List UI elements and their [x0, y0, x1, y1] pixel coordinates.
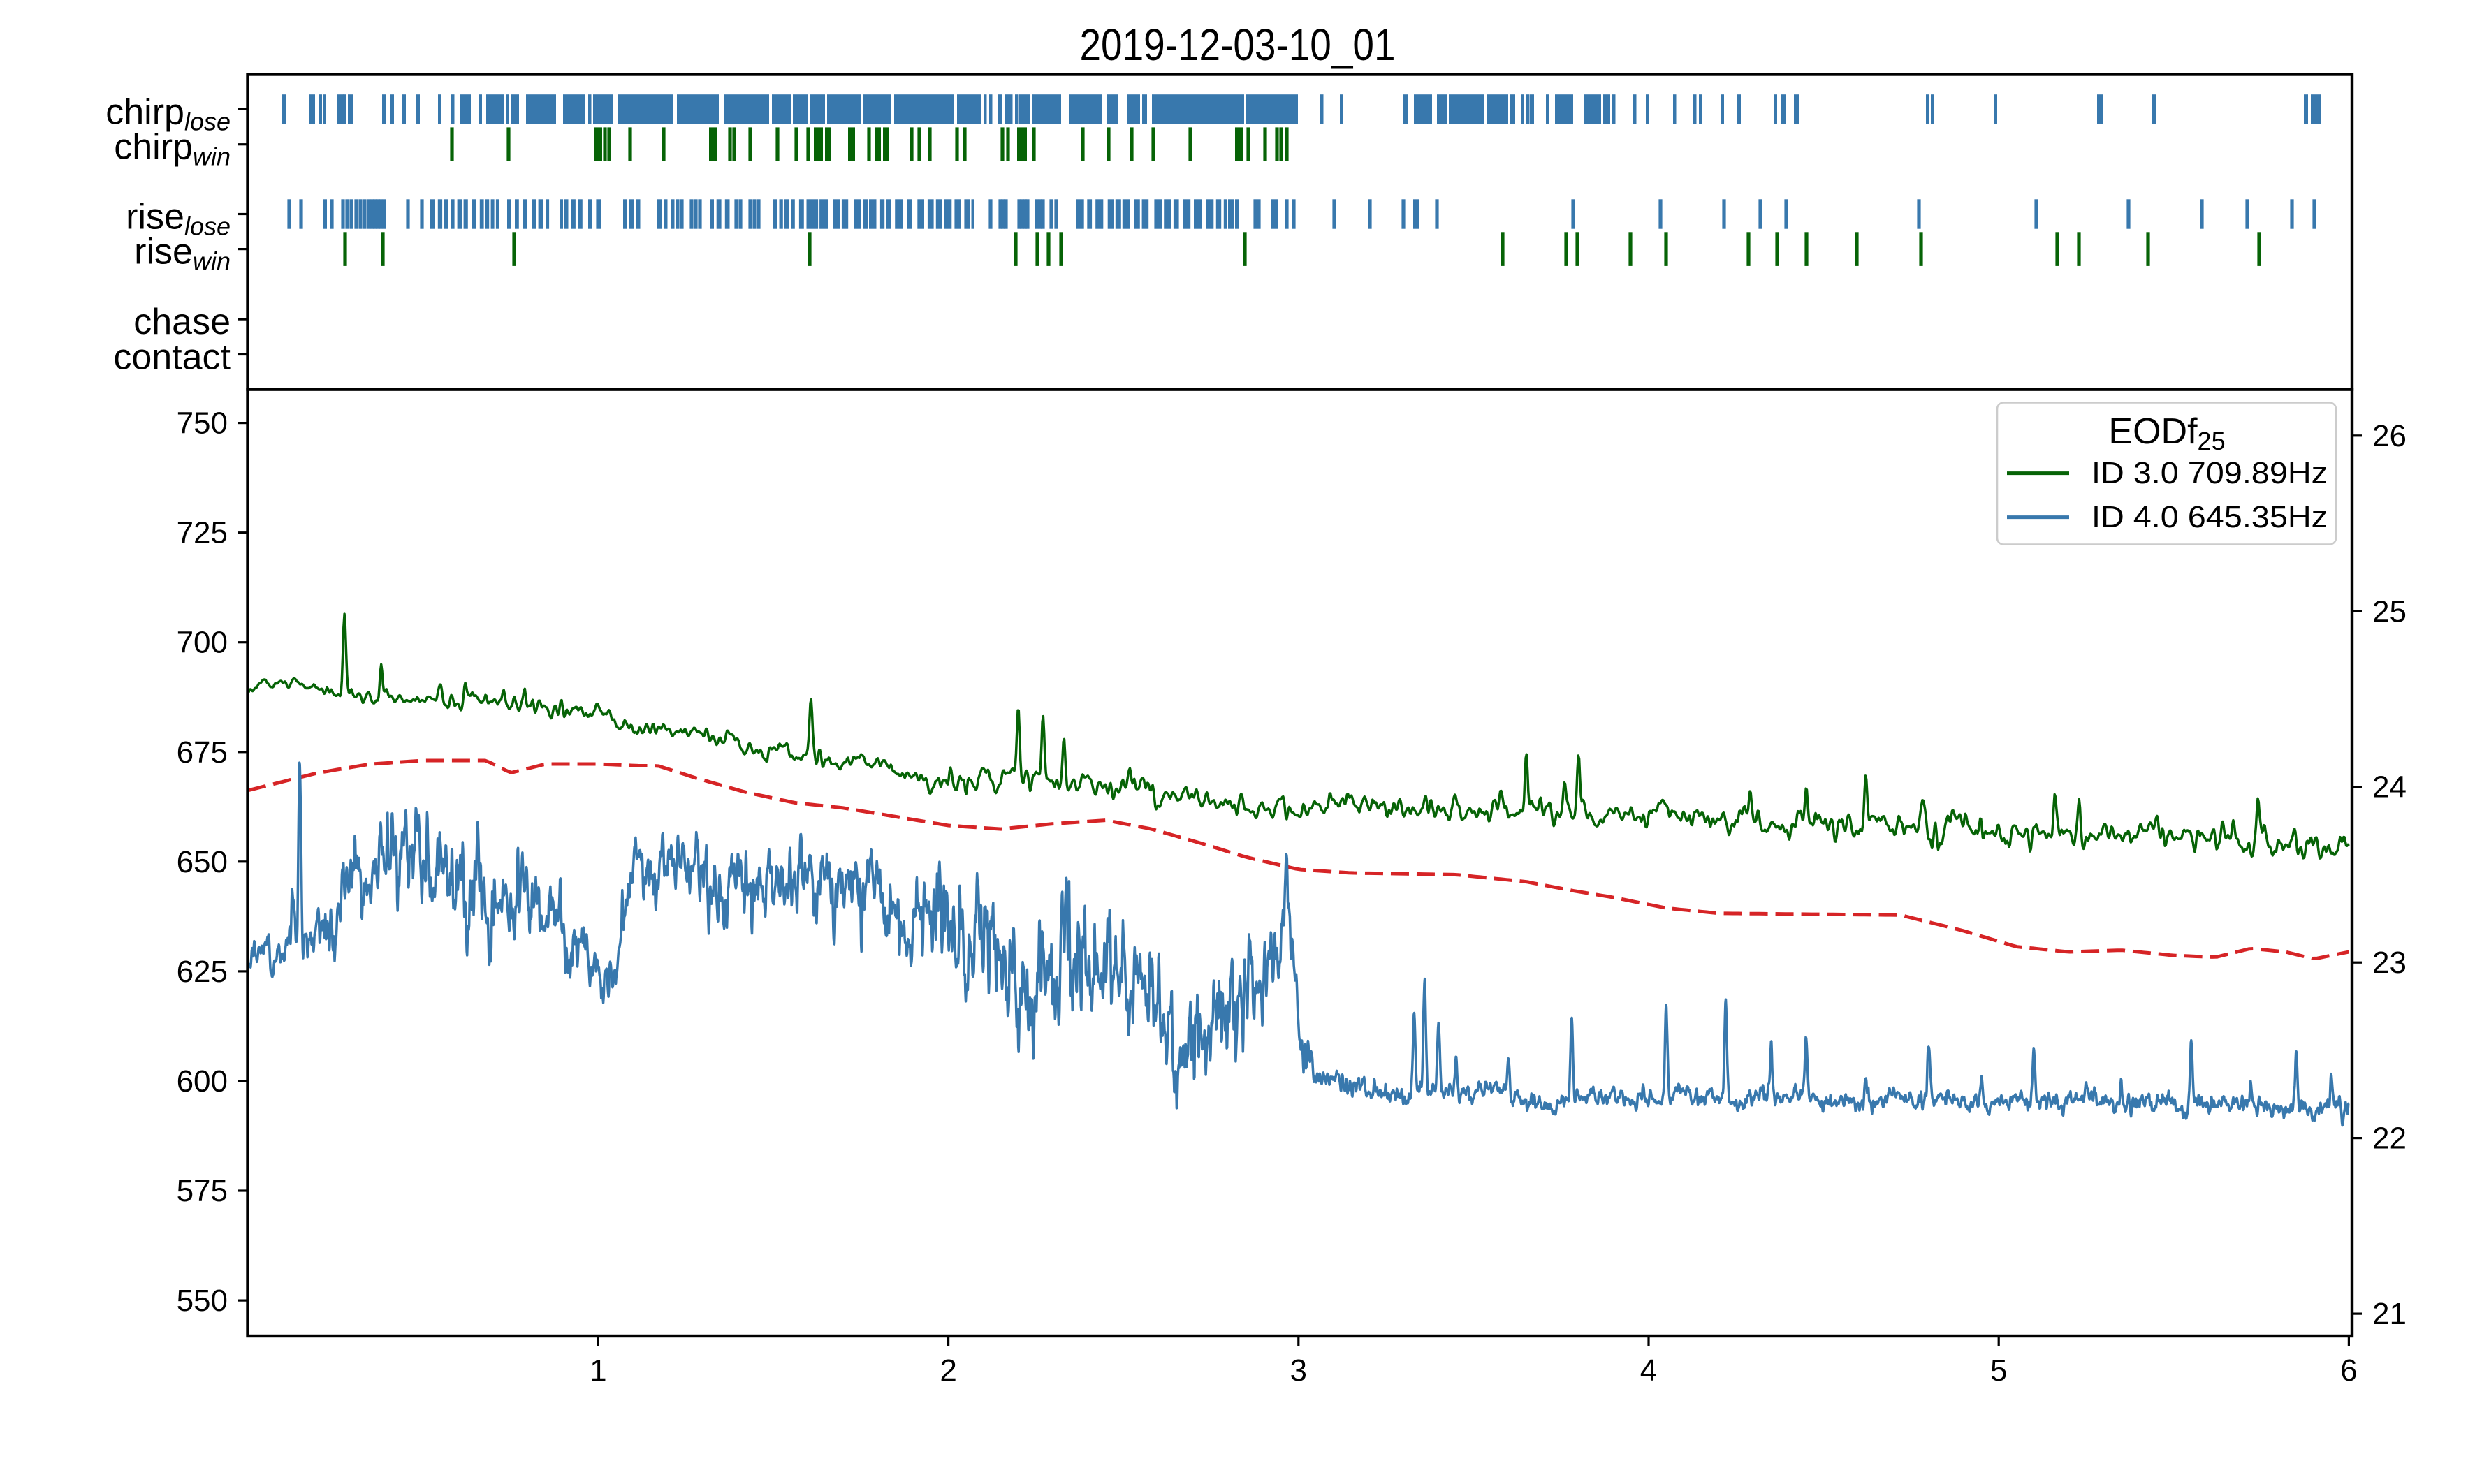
svg-text:3: 3 — [1290, 1353, 1307, 1388]
svg-text:6: 6 — [2340, 1353, 2357, 1388]
svg-text:575: 575 — [177, 1174, 228, 1208]
svg-text:750: 750 — [177, 406, 228, 441]
svg-text:650: 650 — [177, 845, 228, 879]
svg-text:1: 1 — [590, 1353, 606, 1388]
svg-text:ID 4.0 645.35Hz: ID 4.0 645.35Hz — [2091, 500, 2328, 534]
svg-text:21: 21 — [2372, 1297, 2407, 1331]
svg-text:600: 600 — [177, 1064, 228, 1099]
svg-text:riselose: riselose — [126, 197, 231, 241]
svg-text:2019-12-03-10_01: 2019-12-03-10_01 — [1080, 20, 1396, 70]
svg-text:chase: chase — [133, 302, 231, 342]
svg-text:ID 3.0 709.89Hz: ID 3.0 709.89Hz — [2091, 456, 2328, 490]
svg-text:5: 5 — [1990, 1353, 2007, 1388]
svg-text:26: 26 — [2372, 419, 2407, 453]
svg-text:2: 2 — [940, 1353, 956, 1388]
svg-text:675: 675 — [177, 735, 228, 770]
svg-text:550: 550 — [177, 1284, 228, 1318]
svg-text:23: 23 — [2372, 946, 2407, 980]
svg-text:4: 4 — [1640, 1353, 1657, 1388]
svg-text:24: 24 — [2372, 770, 2407, 805]
svg-text:22: 22 — [2372, 1122, 2407, 1156]
svg-text:625: 625 — [177, 955, 228, 989]
svg-text:25: 25 — [2372, 594, 2407, 629]
svg-text:contact: contact — [113, 337, 231, 378]
svg-text:725: 725 — [177, 516, 228, 550]
svg-text:700: 700 — [177, 626, 228, 660]
